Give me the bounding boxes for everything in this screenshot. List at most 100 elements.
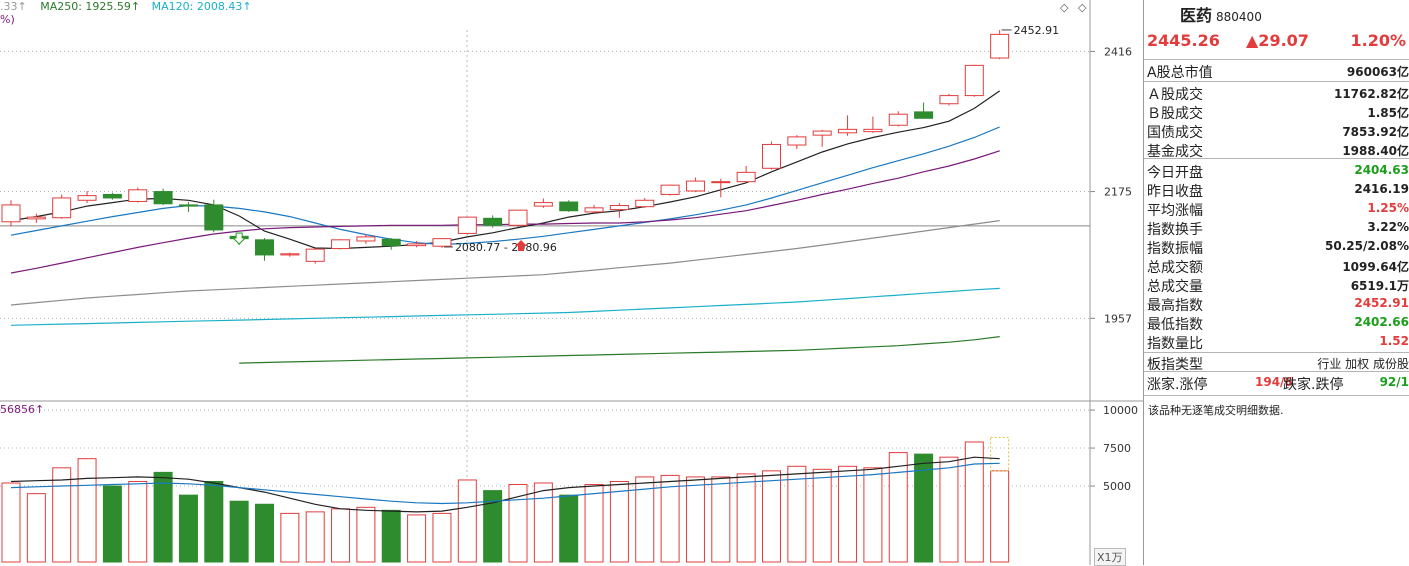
volume-bar-up [990, 470, 1010, 563]
candle-up [990, 33, 1010, 59]
quote-panel: 医药 880400 2445.26 ▲29.07 1.20% A股总市值 96006… [1143, 0, 1409, 565]
stat-label: 指数量比 [1147, 336, 1203, 352]
candle-up [711, 181, 731, 184]
ma120-value: MA120: 2008.43↑ [151, 0, 252, 13]
volume-bar-up [331, 508, 351, 563]
candle-up [533, 202, 553, 207]
candle-up [812, 130, 832, 136]
volume-bar-up [508, 484, 528, 563]
stat-value: 1.52 [1379, 334, 1409, 348]
volume-ma10-line [10, 462, 1000, 505]
up-arrow-icon [515, 240, 527, 251]
volume-bar-down [559, 494, 579, 563]
down-count-value: 92/1 [1379, 375, 1409, 389]
candle-up [432, 238, 452, 247]
candle-down [914, 111, 934, 119]
stat-value: 2416.19 [1354, 182, 1409, 196]
ma10-line [10, 126, 1000, 246]
candle-up [660, 184, 680, 195]
stat-value: 6519.1万 [1350, 279, 1409, 293]
volume-bar-up [533, 482, 553, 563]
ma120-line [10, 287, 1000, 326]
stat-value: 1988.40亿 [1342, 144, 1409, 158]
volume-bar-up [77, 458, 97, 563]
chart-area[interactable]: 1957 2175 2416 5000 7500 10000 2452.91 2080.77 … [0, 0, 1143, 566]
stat-label: 最高指数 [1147, 298, 1203, 314]
divider [1144, 81, 1409, 82]
volume-tick-label: 10000 [1103, 404, 1138, 417]
volume-bar-down [153, 471, 173, 563]
stat-value: 960063亿 [1346, 65, 1409, 79]
divider [1144, 59, 1409, 60]
volume-bar-up [863, 467, 883, 563]
candle-up [838, 128, 858, 134]
volume-bar-up [609, 480, 629, 563]
volume-bar-up [888, 452, 908, 563]
volume-bar-up [457, 479, 477, 563]
volume-bar-up [787, 465, 807, 563]
stat-label: 指数振幅 [1147, 241, 1203, 257]
volume-bar-up [26, 493, 46, 563]
stat-row: 指数量比 1.52 [1147, 333, 1409, 352]
volume-bar-up [711, 476, 731, 563]
ma20-line [10, 150, 1000, 274]
candle-up [331, 239, 351, 250]
down-arrow-icon [231, 232, 247, 245]
index-code: 880400 [1216, 10, 1262, 24]
kline-chart-svg[interactable]: 1957 2175 2416 5000 7500 10000 2452.91 2080.77 … [0, 0, 1143, 565]
volume-bar-up [838, 465, 858, 563]
stat-row: 国债成交 7853.92亿 [1147, 122, 1409, 141]
diamond-up-icon[interactable]: ◇ [1060, 1, 1069, 14]
ma250-line [239, 336, 1000, 364]
candle-up [787, 136, 807, 146]
divider [1144, 371, 1409, 372]
ma-legend-fragment: %) [0, 13, 15, 26]
candle-down [204, 204, 224, 231]
candle-down [178, 204, 198, 207]
volume-bar-up [356, 506, 376, 563]
price-tick-label: 2416 [1104, 45, 1132, 58]
candle-down [153, 191, 173, 205]
stat-label: 最低指数 [1147, 317, 1203, 333]
volume-bar-up [736, 473, 756, 563]
stat-value: 2402.66 [1354, 315, 1409, 329]
stat-label: 板指类型 [1147, 357, 1203, 373]
candle-up [77, 195, 97, 201]
stat-row: 今日开盘 2404.63 [1147, 162, 1409, 181]
candle-up [508, 209, 528, 226]
volume-bar-up [432, 512, 452, 563]
stat-row: 指数换手 3.22% [1147, 219, 1409, 238]
volume-projection [990, 436, 1010, 472]
stat-value: 3.22% [1367, 220, 1409, 234]
candle-up [762, 143, 781, 169]
tick-data-note: 该品种无逐笔成交明细数据. [1148, 404, 1284, 417]
candle-up [863, 128, 883, 133]
stat-value: 1099.64亿 [1342, 260, 1409, 274]
volume-legend: 56856↑ [0, 403, 45, 416]
diamond-down-icon[interactable]: ◇ [1078, 1, 1087, 14]
volume-unit-label[interactable]: X1万 [1094, 548, 1126, 566]
volume-bar-up [584, 484, 604, 563]
volume-bar-down [381, 509, 401, 563]
volume-bar-down [229, 500, 249, 563]
volume-tick-label: 5000 [1103, 480, 1131, 493]
stat-value[interactable]: 行业 加权 成份股 [1317, 357, 1409, 371]
stat-label: 总成交量 [1147, 279, 1203, 295]
candle-up [457, 216, 477, 234]
price-tick-label: 1957 [1104, 312, 1132, 325]
stat-label: 今日开盘 [1147, 165, 1203, 181]
volume-tick-label: 7500 [1103, 442, 1131, 455]
volume-bar-up [305, 511, 325, 563]
volume-bar-up [762, 470, 781, 563]
ma60-line [10, 220, 1000, 306]
volume-bar-up [52, 467, 72, 563]
stat-label: 平均涨幅 [1147, 203, 1203, 219]
candle-up [407, 243, 427, 247]
stat-row: 最高指数 2452.91 [1147, 295, 1409, 314]
stat-value: 2404.63 [1354, 163, 1409, 177]
volume-bar-up [964, 441, 984, 563]
volume-bar-down [102, 485, 122, 563]
stat-row: 板指类型 行业 加权 成份股 [1147, 354, 1409, 373]
candle-up [356, 236, 376, 242]
volume-bar-up [1, 482, 21, 563]
